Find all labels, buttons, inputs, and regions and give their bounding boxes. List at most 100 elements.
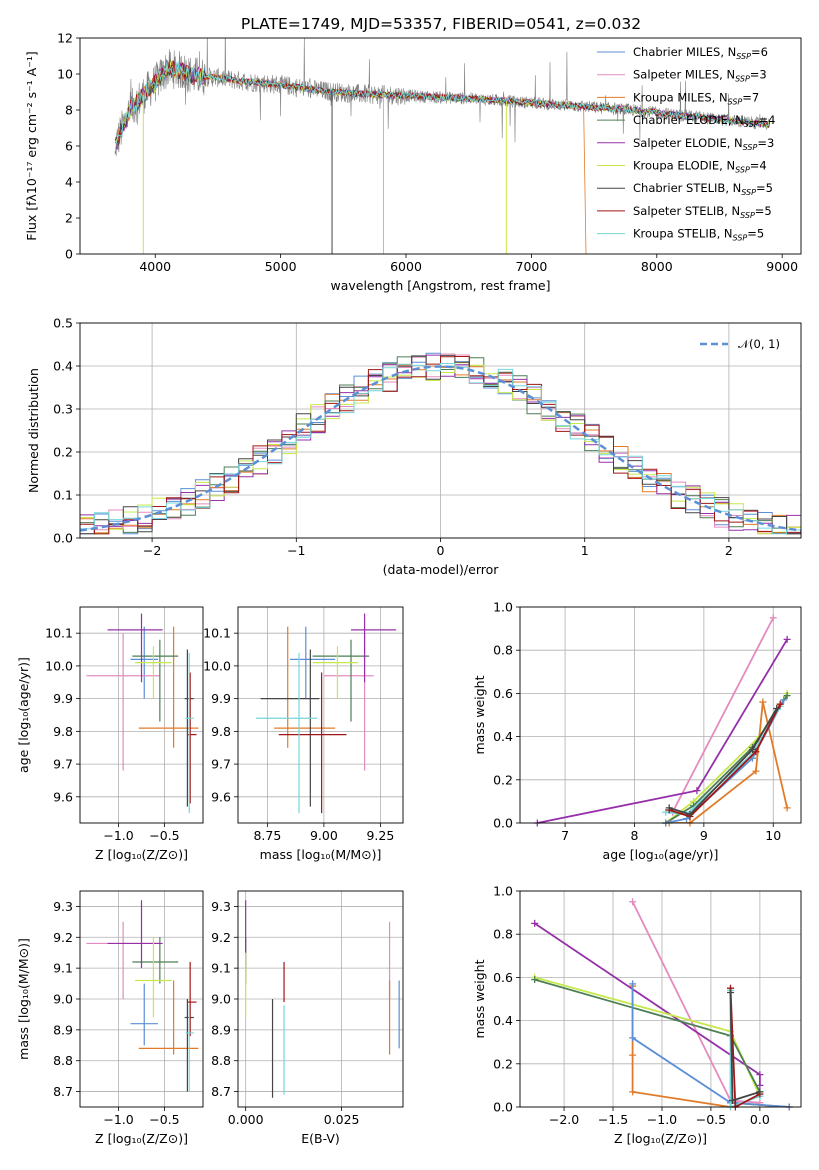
legend-label-name: Salpeter MILES, N (633, 68, 735, 82)
mass_vs_Z-frame (79, 890, 204, 1108)
spectrum-title: PLATE=1749, MJD=53357, FIBERID=0541, z=0… (241, 15, 641, 33)
spectrum-xtick-label: 6000 (390, 259, 422, 274)
age_vs_Z-ytick-label: 9.6 (53, 789, 73, 804)
legend-label-name: Kroupa MILES, N (633, 90, 728, 104)
weight_vs_age-marker-salp_stelib (776, 700, 784, 708)
age_vs_Z-ytick-label: 10.0 (45, 658, 73, 673)
spectrum-ytick-label: 6 (65, 139, 73, 154)
weight_vs_age-line-salp_stelib (668, 703, 782, 818)
weight_vs_age-marker-chab_miles (780, 696, 788, 704)
weight_vs_Z-marker-salp_miles (629, 898, 637, 906)
legend-label-sub: SSP (740, 211, 755, 220)
mass_vs_ebv-frame (237, 890, 404, 1108)
age_vs_Z-ytick-label: 9.9 (53, 691, 73, 706)
legend-label-suffix: =3 (757, 136, 774, 150)
legend-label-suffix: =4 (759, 113, 776, 127)
mass_vs_Z-ytick-label: 9.1 (53, 961, 73, 976)
legend-label-suffix: =4 (750, 159, 767, 173)
weight_vs_Z-line-salp_stelib (729, 988, 761, 1107)
mass_vs_ebv-ytick-label: 8.8 (211, 1053, 231, 1068)
weight_vs_Z-xtick-label: −2.0 (549, 1112, 579, 1127)
residuals-ytick-label: 0.1 (53, 488, 73, 503)
age_vs_Z-xtick-label: −1.0 (103, 828, 133, 843)
weight_vs_Z-marker-chab_elodie (531, 976, 539, 984)
legend-label-salp_elodie: Salpeter ELODIE, NSSP=3 (633, 136, 774, 152)
legend-label-sub: SSP (728, 97, 743, 106)
weight_vs_Z-xtick-label: −1.0 (647, 1112, 677, 1127)
weight_vs_Z-xtick-label: 0.0 (750, 1112, 770, 1127)
age_vs_mass-ytick-label: 9.7 (211, 757, 231, 772)
legend-label-sub: SSP (735, 75, 750, 84)
legend-label-chab_elodie: Chabrier ELODIE, NSSP=4 (633, 113, 775, 129)
spectrum-xtick-label: 4000 (139, 259, 171, 274)
legend-label-salp_miles: Salpeter MILES, NSSP=3 (633, 68, 767, 84)
spectrum-xlabel: wavelength [Angstrom, rest frame] (330, 278, 550, 293)
spectrum-ytick-label: 4 (65, 175, 73, 190)
spectrum-xtick-label: 8000 (641, 259, 673, 274)
age_vs_mass-frame (237, 606, 404, 824)
legend-label-krou_stelib: Kroupa STELIB, NSSP=5 (633, 227, 764, 243)
weight_vs_Z-ylabel: mass weight (472, 959, 487, 1038)
legend-label-chab_stelib: Chabrier STELIB, NSSP=5 (633, 181, 773, 197)
residuals-xtick-label: 1 (581, 543, 589, 558)
spectrum-ylabel: Flux [fλ10⁻¹⁷ erg cm⁻² s⁻¹ A⁻¹] (24, 51, 39, 240)
mass_vs_Z-ytick-label: 9.2 (53, 930, 73, 945)
weight_vs_Z-marker-salp_elodie (531, 919, 539, 927)
weight_vs_age-xtick-label: 9 (700, 828, 708, 843)
mass_vs_ebv-xtick-label: 0.025 (324, 1112, 360, 1127)
weight_vs_Z-marker-krou_miles (629, 1088, 637, 1096)
weight_vs_Z-ytick-label: 0.4 (493, 1013, 513, 1028)
age_vs_mass-xtick-label: 9.00 (310, 828, 338, 843)
age_vs_mass-xlabel: mass [log₁₀(M/M⊙)] (260, 847, 382, 862)
legend-label-name: Kroupa ELODIE, N (633, 159, 735, 173)
weight_vs_age-marker-chab_stelib (686, 810, 694, 818)
spectrum-model-krou_stelib (114, 61, 771, 145)
weight_vs_Z-line-chab_miles (631, 983, 790, 1107)
weight_vs_age-marker-chab_stelib (773, 705, 781, 713)
age_vs_Z-xlabel: Z [log₁₀(Z/Z⊙)] (95, 847, 188, 862)
residuals-ytick-label: 0.5 (53, 316, 73, 331)
weight_vs_Z-marker-chab_stelib (728, 1097, 736, 1105)
weight_vs_Z-marker-chab_miles (629, 1034, 637, 1042)
weight_vs_Z-marker-salp_elodie (756, 1081, 764, 1089)
legend-label-sub: SSP (741, 188, 756, 197)
weight_vs_age-marker-chab_stelib (665, 804, 673, 812)
weight_vs_Z-marker-chab_miles (629, 980, 637, 988)
spectrum-ytick-label: 10 (57, 67, 73, 82)
weight_vs_Z-ytick-label: 1.0 (493, 884, 513, 899)
weight_vs_age-marker-krou_miles (759, 698, 767, 706)
weight_vs_Z-ytick-label: 0.8 (493, 927, 513, 942)
legend-label-suffix: =3 (750, 68, 767, 82)
age_vs_Z-ytick-label: 10.1 (45, 626, 73, 641)
mass_vs_ebv-ytick-label: 9.1 (211, 961, 231, 976)
weight_vs_Z-xtick-label: −1.5 (598, 1112, 628, 1127)
mass_vs_ebv-ytick-label: 9.0 (211, 992, 231, 1007)
residuals-ytick-label: 0.2 (53, 445, 73, 460)
legend-label-suffix: =5 (756, 181, 773, 195)
gaussian-curve (80, 365, 801, 532)
mass_vs_Z-ytick-label: 8.8 (53, 1053, 73, 1068)
weight_vs_age-xtick-label: 10 (765, 828, 781, 843)
legend-label-name: Kroupa STELIB, N (633, 227, 733, 241)
legend-label-suffix: =7 (742, 90, 759, 104)
mass_vs_ebv-ytick-label: 8.7 (211, 1084, 231, 1099)
legend-label-krou_miles: Kroupa MILES, NSSP=7 (633, 90, 759, 106)
weight_vs_age-marker-krou_miles (752, 767, 760, 775)
legend-label-chab_miles: Chabrier MILES, NSSP=6 (633, 45, 768, 61)
mass_vs_Z-xtick-label: −0.5 (149, 1112, 179, 1127)
weight_vs_age-ytick-label: 0.4 (493, 729, 513, 744)
spectrum-frame (79, 37, 802, 255)
legend-label-sub: SSP (743, 143, 758, 152)
mass_vs_Z-xtick-label: −1.0 (103, 1112, 133, 1127)
weight_vs_Z-marker-chab_stelib (727, 989, 735, 997)
legend-label-name: Chabrier STELIB, N (633, 181, 741, 195)
weight_vs_Z-ytick-label: 0.0 (493, 1100, 513, 1115)
weight_vs_age-line-salp_miles (671, 617, 774, 813)
legend-label-sub: SSP (735, 166, 750, 175)
weight_vs_age-xlabel: age [log₁₀(age/yr)] (603, 847, 719, 862)
age_vs_Z-xtick-label: −0.5 (149, 828, 179, 843)
legend-label-name: Chabrier ELODIE, N (633, 113, 744, 127)
mass_vs_ebv-ytick-label: 9.2 (211, 930, 231, 945)
weight_vs_age-marker-chab_stelib (748, 746, 756, 754)
